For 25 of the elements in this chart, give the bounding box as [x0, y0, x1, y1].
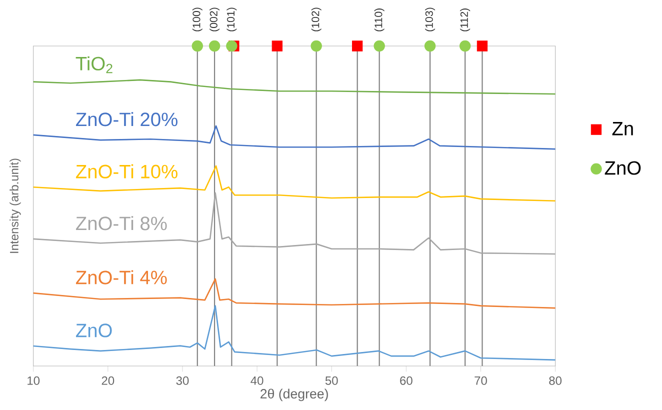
x-tick-label: 40 [250, 376, 264, 385]
x-tick-label: 30 [176, 376, 189, 385]
series-label: ZnO-Ti 10% [76, 164, 178, 178]
x-tick-label: 80 [549, 376, 562, 385]
x-tick-label: 20 [102, 376, 114, 385]
x-tick-label: 70 [474, 376, 487, 385]
legend-label: ZnO [604, 161, 641, 175]
legend-label: Zn [612, 122, 633, 136]
x-tick-label: 60 [400, 376, 412, 385]
annotation: (110) [374, 8, 384, 32]
series-label: ZnO-Ti 20% [76, 112, 178, 126]
annotation: (112) [460, 8, 470, 32]
x-tick-label: 10 [28, 376, 40, 385]
annotation: (101) [226, 8, 237, 32]
y-axis-title: Intensity (arb.unit) [10, 158, 21, 253]
x-tick-label: 50 [325, 376, 338, 385]
annotation: (100) [192, 8, 202, 32]
series-label: ZnO-Ti 4% [76, 270, 167, 284]
series-label: TiO$_{2}$ [76, 56, 112, 74]
annotation: (103) [425, 8, 436, 32]
annotation: (002) [210, 8, 220, 32]
x-axis-title: 2θ (degree) [260, 388, 328, 402]
annotation: (102) [311, 8, 322, 32]
series-label: ZnO-Ti 8% [76, 216, 167, 230]
series-label: ZnO [76, 324, 112, 338]
